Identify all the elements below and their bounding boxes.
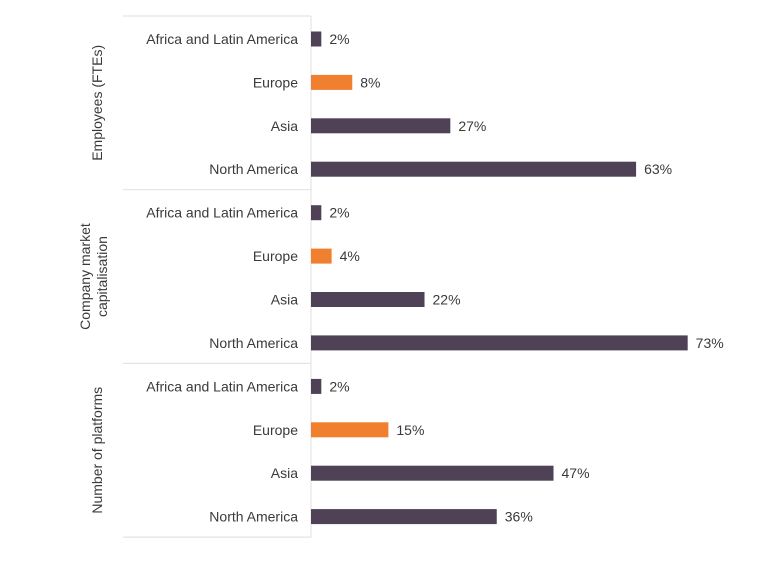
group-label: Employees (FTEs) [89, 45, 105, 161]
bar [311, 205, 322, 221]
bar [311, 161, 637, 177]
category-label: Africa and Latin America [146, 31, 298, 47]
data-label: 73% [696, 335, 724, 351]
data-label: 22% [433, 292, 461, 308]
data-label: 63% [644, 161, 672, 177]
group-label: Number of platforms [89, 387, 105, 514]
data-label: 4% [340, 248, 360, 264]
data-label: 2% [329, 31, 349, 47]
bar [311, 378, 322, 394]
category-label: North America [209, 161, 298, 177]
category-label: Asia [271, 465, 298, 481]
category-label: North America [209, 509, 298, 525]
data-label: 47% [562, 465, 590, 481]
data-label: 15% [396, 422, 424, 438]
bar [311, 422, 389, 438]
data-label: 8% [360, 74, 380, 90]
data-label: 2% [329, 378, 349, 394]
category-label: Europe [253, 248, 298, 264]
group-label: Company marketcapitalisation [77, 223, 110, 330]
bar [311, 248, 332, 264]
bar [311, 118, 451, 134]
bar [311, 31, 322, 47]
bar [311, 335, 688, 351]
category-label: Europe [253, 422, 298, 438]
category-label: Africa and Latin America [146, 378, 298, 394]
bar [311, 74, 353, 90]
bar [311, 465, 554, 481]
category-label: Europe [253, 74, 298, 90]
bar [311, 292, 425, 307]
category-label: Asia [271, 118, 298, 134]
data-label: 2% [329, 205, 349, 221]
category-label: Asia [271, 292, 298, 308]
bar [311, 509, 497, 525]
data-label: 36% [505, 509, 533, 525]
category-label: Africa and Latin America [146, 205, 298, 221]
data-label: 27% [458, 118, 486, 134]
category-label: North America [209, 335, 298, 351]
